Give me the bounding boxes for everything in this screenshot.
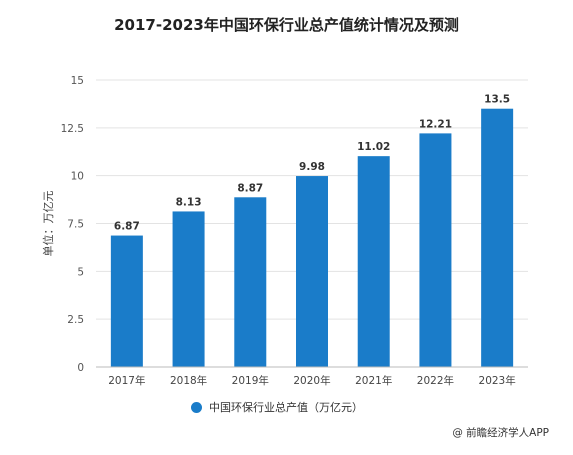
x-tick-label: 2020年 (293, 374, 330, 387)
x-tick-label: 2019年 (232, 374, 269, 387)
bar-value-label: 9.98 (299, 161, 325, 173)
bar (481, 108, 514, 367)
bars (110, 108, 514, 367)
bar-value-label: 8.87 (237, 182, 263, 194)
legend-swatch (191, 401, 202, 413)
x-tick-label: 2021年 (355, 374, 392, 387)
bar (419, 133, 452, 367)
bar-value-label: 6.87 (114, 221, 140, 233)
bar (172, 211, 205, 367)
bar-value-label: 13.5 (484, 94, 510, 106)
y-tick-label: 10 (71, 171, 84, 183)
bar (357, 156, 390, 367)
y-tick-label: 0 (77, 362, 84, 374)
y-axis-label: 单位：万亿元 (41, 191, 55, 257)
legend: 中国环保行业总产值（万亿元） (191, 398, 363, 416)
y-tick-label: 12.5 (61, 123, 84, 135)
bar-value-labels: 6.87 8.13 8.87 9.98 11.02 12.21 13.5 (114, 94, 510, 233)
y-tick-label: 5 (77, 266, 84, 278)
x-tick-label: 2018年 (170, 374, 207, 387)
bar-value-label: 12.21 (419, 118, 452, 130)
y-tick-label: 15 (71, 75, 84, 87)
bar-value-label: 8.13 (176, 196, 202, 208)
bar (296, 176, 328, 367)
y-tick-label: 2.5 (67, 314, 84, 326)
chart-title: 2017-2023年中国环保行业总产值统计情况及预测 (114, 16, 459, 34)
y-axis-ticks: 0 2.5 5 7.5 10 12.5 15 (61, 75, 84, 374)
bar-value-label: 11.02 (357, 141, 390, 153)
bar (234, 197, 267, 367)
y-tick-label: 7.5 (67, 219, 84, 231)
x-tick-label: 2023年 (479, 374, 516, 387)
x-axis-ticks: 2017年 2018年 2019年 2020年 2021年 2022年 2023年 (108, 374, 516, 387)
source-credit: @ 前瞻经济学人APP (452, 427, 549, 439)
x-tick-label: 2022年 (417, 374, 454, 387)
bar (110, 235, 143, 367)
x-tick-label: 2017年 (108, 374, 145, 387)
legend-label: 中国环保行业总产值（万亿元） (209, 401, 363, 414)
